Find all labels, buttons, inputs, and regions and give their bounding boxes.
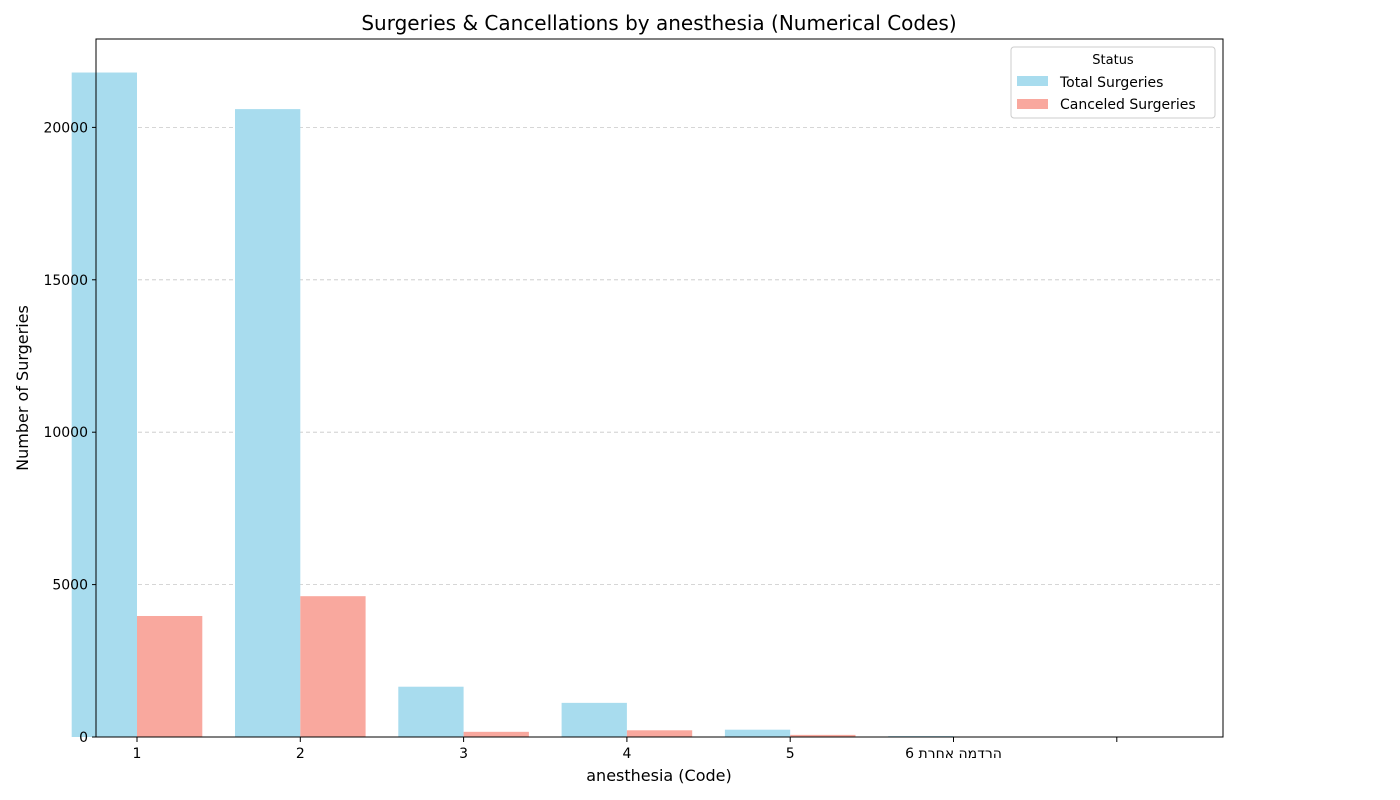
bar-canceled-5 — [790, 734, 856, 737]
plot-frame — [95, 38, 1224, 738]
bar-total-3 — [398, 686, 464, 737]
bar-canceled-3 — [463, 731, 529, 737]
y-axis: 0 5000 10000 15000 20000 — [43, 120, 96, 746]
x-tick-label: 2 — [296, 746, 305, 762]
x-axis: 1 2 3 4 5 הרדמה אחרת 6 — [133, 737, 1118, 762]
bar-total-5 — [724, 729, 791, 737]
bar-canceled-1 — [137, 615, 203, 737]
y-tick-label: 10000 — [43, 425, 88, 441]
bar-canceled-4 — [626, 730, 693, 737]
y-tick-label: 20000 — [43, 120, 88, 136]
bars — [71, 72, 954, 738]
y-tick-label: 15000 — [43, 273, 88, 289]
legend-title: Status — [1092, 53, 1134, 68]
legend-box — [1010, 46, 1216, 119]
bar-total-4 — [561, 702, 627, 737]
x-axis-label: anesthesia (Code) — [586, 766, 732, 785]
x-tick-label: הרדמה אחרת 6 — [905, 746, 1002, 762]
bar-total-2 — [235, 109, 301, 738]
bar-canceled-2 — [300, 596, 366, 737]
x-tick-label: 1 — [133, 746, 142, 762]
x-tick-label: 5 — [786, 746, 795, 762]
legend-label-canceled: Canceled Surgeries — [1060, 97, 1196, 113]
legend-swatch-total — [1017, 76, 1048, 86]
x-tick-label: 4 — [622, 746, 631, 762]
y-axis-label: Number of Surgeries — [13, 305, 32, 471]
y-tick-label: 5000 — [52, 578, 88, 594]
x-tick-label: 3 — [459, 746, 468, 762]
legend: Status Total Surgeries Canceled Surgerie… — [1010, 46, 1216, 119]
y-tick-label: 0 — [79, 730, 88, 746]
chart-title: Surgeries & Cancellations by anesthesia … — [361, 11, 956, 35]
legend-label-total: Total Surgeries — [1059, 75, 1163, 91]
bar-total-1 — [71, 72, 137, 737]
legend-swatch-canceled — [1017, 99, 1048, 109]
